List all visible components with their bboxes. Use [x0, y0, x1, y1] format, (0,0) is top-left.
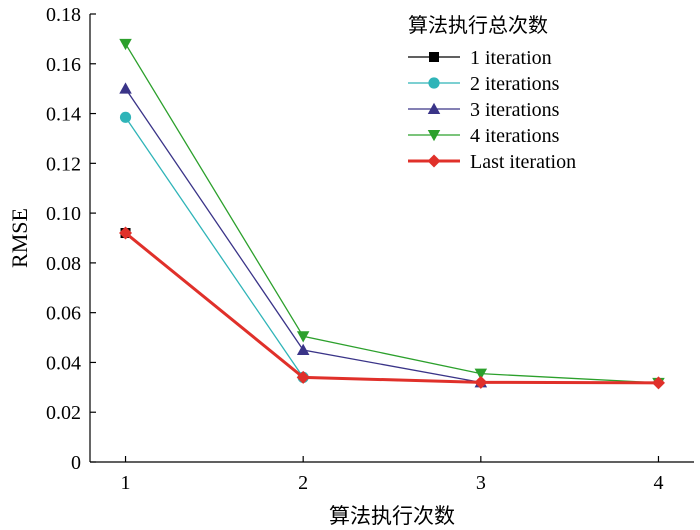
y-tick-label: 0.12 — [46, 153, 81, 175]
legend-marker — [427, 130, 441, 142]
y-tick-label: 0.10 — [46, 203, 81, 225]
y-tick-label: 0.08 — [46, 253, 81, 275]
legend-item: Last iteration — [408, 151, 576, 173]
legend-item: 3 iterations — [408, 99, 560, 121]
series-4 — [119, 38, 665, 390]
legend-label: 1 iteration — [470, 47, 552, 69]
y-tick-label: 0.06 — [46, 303, 81, 325]
legend-item: 1 iteration — [408, 47, 552, 69]
x-tick-label: 3 — [476, 472, 486, 494]
legend-marker — [427, 102, 441, 114]
legend-marker — [428, 77, 440, 89]
legend-marker — [427, 154, 441, 168]
series-line — [124, 43, 659, 384]
series-2 — [119, 111, 309, 383]
series-layer — [119, 38, 665, 390]
legend-item: 4 iterations — [408, 125, 560, 147]
legend-title: 算法执行总次数 — [408, 13, 548, 37]
legend-label: 4 iterations — [470, 125, 560, 147]
y-tick-label: 0.02 — [46, 402, 81, 424]
data-point — [296, 370, 310, 384]
y-tick-label: 0 — [71, 452, 81, 474]
data-point — [474, 375, 488, 389]
y-tick-label: 0.14 — [46, 104, 81, 126]
y-axis-title: RMSE — [7, 208, 32, 268]
legend-item: 2 iterations — [408, 73, 560, 95]
data-point — [296, 343, 310, 355]
x-tick-label: 4 — [653, 472, 663, 494]
y-tick-label: 0.18 — [46, 4, 81, 26]
legend-label: 2 iterations — [470, 73, 560, 95]
legend-marker — [429, 52, 439, 62]
x-tick-label: 1 — [121, 472, 131, 494]
legend: 算法执行总次数 1 iteration 2 iterations 3 iteratio… — [408, 13, 576, 173]
series-line — [124, 231, 659, 385]
data-point — [651, 376, 665, 390]
legend-label: 3 iterations — [470, 99, 560, 121]
data-point — [296, 331, 310, 343]
series-5 — [119, 226, 665, 390]
x-axis-title: 算法执行次数 — [329, 504, 455, 528]
data-point — [119, 38, 132, 51]
y-tick-label: 0.16 — [46, 54, 81, 76]
y-tick-label: 0.04 — [46, 352, 81, 374]
data-point — [119, 226, 133, 240]
x-tick-label: 2 — [298, 472, 308, 494]
data-point — [119, 82, 132, 94]
axes: 0 0.02 0.04 0.06 0.08 0.10 0.12 0.14 0.16 0.18 1 2 3… — [46, 4, 694, 494]
data-point — [119, 111, 132, 123]
series-line — [124, 116, 304, 378]
legend-label: Last iteration — [470, 151, 576, 173]
data-point — [474, 368, 488, 380]
